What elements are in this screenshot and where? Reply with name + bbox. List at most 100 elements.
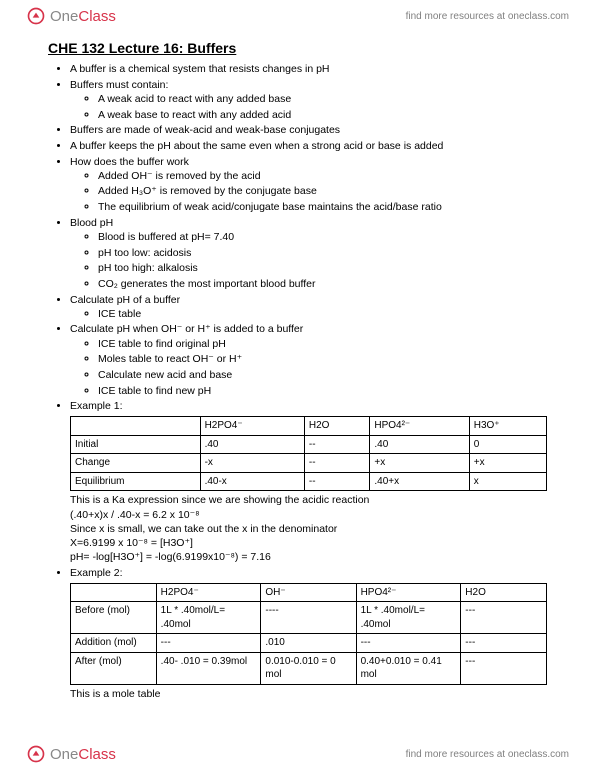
table-row: After (mol) .40- .010 = 0.39mol 0.010-0.…: [71, 652, 547, 684]
list-item: pH too low: acidosis: [98, 246, 547, 260]
table-cell: ---: [461, 652, 547, 684]
calc-line: X=6.9199 x 10⁻⁸ = [H3O⁺]: [70, 536, 547, 550]
table-cell: H2O: [461, 583, 547, 602]
table-cell: H2O: [304, 417, 370, 436]
table-row: Addition (mol) --- .010 --- ---: [71, 634, 547, 653]
table-cell: -x: [200, 454, 304, 473]
list-item: ICE table to find new pH: [98, 384, 547, 398]
sub-list: ICE table: [70, 307, 547, 321]
brand-text: OneClass: [50, 746, 116, 763]
table-cell: OH⁻: [261, 583, 356, 602]
list-item: CO₂ generates the most important blood b…: [98, 277, 547, 291]
calc-line: pH= -log[H3O⁺] = -log(6.9199x10⁻⁸) = 7.1…: [70, 550, 547, 564]
list-item: pH too high: alkalosis: [98, 261, 547, 275]
table-cell: --: [304, 472, 370, 491]
table-cell: ---: [461, 602, 547, 634]
table-cell: --: [304, 454, 370, 473]
table-cell: [71, 583, 157, 602]
list-item: Blood is buffered at pH= 7.40: [98, 230, 547, 244]
brand-one: One: [50, 746, 78, 763]
table-cell: +x: [469, 454, 546, 473]
list-item: Calculate pH of a buffer ICE table: [70, 293, 547, 321]
brand: OneClass: [26, 6, 116, 26]
list-text: Calculate pH when OH⁻ or H⁺ is added to …: [70, 323, 303, 335]
table-cell: [71, 417, 201, 436]
ice-table-1: H2PO4⁻ H2O HPO4²⁻ H3O⁺ Initial .40 -- .4…: [70, 416, 547, 491]
calc-line: This is a mole table: [70, 687, 547, 701]
list-item: Calculate new acid and base: [98, 368, 547, 382]
calc-line: Since x is small, we can take out the x …: [70, 522, 547, 536]
brand-one: One: [50, 8, 78, 25]
table-row: Change -x -- +x +x: [71, 454, 547, 473]
table-cell: .40+x: [370, 472, 469, 491]
table-cell: ---: [156, 634, 261, 653]
list-item: Blood pH Blood is buffered at pH= 7.40 p…: [70, 216, 547, 291]
document-content: CHE 132 Lecture 16: Buffers A buffer is …: [48, 40, 547, 703]
brand-logo-icon: [26, 6, 46, 26]
table-cell: .40: [200, 435, 304, 454]
list-item: Example 2: H2PO4⁻ OH⁻ HPO4²⁻ H2O Before …: [70, 566, 547, 701]
list-text: Calculate pH of a buffer: [70, 294, 180, 306]
table-cell: H2PO4⁻: [156, 583, 261, 602]
table-cell: Equilibrium: [71, 472, 201, 491]
table-cell: H3O⁺: [469, 417, 546, 436]
table-cell: H2PO4⁻: [200, 417, 304, 436]
brand-class: Class: [78, 746, 116, 763]
table-cell: ---: [461, 634, 547, 653]
list-text: How does the buffer work: [70, 156, 189, 168]
list-text: Example 1:: [70, 400, 123, 412]
list-item: Moles table to react OH⁻ or H⁺: [98, 352, 547, 366]
list-item: Example 1: H2PO4⁻ H2O HPO4²⁻ H3O⁺ Initia…: [70, 399, 547, 564]
table-cell: +x: [370, 454, 469, 473]
page-footer: OneClass find more resources at oneclass…: [0, 738, 595, 770]
table-cell: x: [469, 472, 546, 491]
table-cell: 1L * .40mol/L= .40mol: [356, 602, 461, 634]
footer-tagline: find more resources at oneclass.com: [406, 749, 569, 760]
brand-class: Class: [78, 8, 116, 25]
main-list: A buffer is a chemical system that resis…: [48, 62, 547, 701]
calc-line: (.40+x)x / .40-x = 6.2 x 10⁻⁸: [70, 508, 547, 522]
table-cell: ---: [356, 634, 461, 653]
table-cell: HPO4²⁻: [356, 583, 461, 602]
list-text: Blood pH: [70, 217, 113, 229]
list-text: Example 2:: [70, 567, 123, 579]
sub-list: A weak acid to react with any added base…: [70, 92, 547, 122]
list-item: A weak acid to react with any added base: [98, 92, 547, 106]
list-text: Buffers must contain:: [70, 79, 168, 91]
list-item: A buffer is a chemical system that resis…: [70, 62, 547, 76]
table-cell: Initial: [71, 435, 201, 454]
table-cell: Before (mol): [71, 602, 157, 634]
list-item: ICE table to find original pH: [98, 337, 547, 351]
page-title: CHE 132 Lecture 16: Buffers: [48, 40, 547, 56]
table-cell: .40- .010 = 0.39mol: [156, 652, 261, 684]
table-cell: ----: [261, 602, 356, 634]
list-item: How does the buffer work Added OH⁻ is re…: [70, 155, 547, 215]
table-cell: 0.010-0.010 = 0 mol: [261, 652, 356, 684]
list-item: Added H₃O⁺ is removed by the conjugate b…: [98, 184, 547, 198]
mole-table-2: H2PO4⁻ OH⁻ HPO4²⁻ H2O Before (mol) 1L * …: [70, 583, 547, 685]
list-item: The equilibrium of weak acid/conjugate b…: [98, 200, 547, 214]
sub-list: Blood is buffered at pH= 7.40 pH too low…: [70, 230, 547, 291]
table-cell: 0: [469, 435, 546, 454]
list-item: ICE table: [98, 307, 547, 321]
table-cell: 1L * .40mol/L= .40mol: [156, 602, 261, 634]
table-row: H2PO4⁻ H2O HPO4²⁻ H3O⁺: [71, 417, 547, 436]
table-cell: Change: [71, 454, 201, 473]
list-item: Calculate pH when OH⁻ or H⁺ is added to …: [70, 322, 547, 397]
page-header: OneClass find more resources at oneclass…: [0, 0, 595, 32]
table-cell: .010: [261, 634, 356, 653]
table-cell: .40-x: [200, 472, 304, 491]
table-row: H2PO4⁻ OH⁻ HPO4²⁻ H2O: [71, 583, 547, 602]
brand-text: OneClass: [50, 8, 116, 25]
table-cell: After (mol): [71, 652, 157, 684]
table-cell: HPO4²⁻: [370, 417, 469, 436]
calc-line: This is a Ka expression since we are sho…: [70, 493, 547, 507]
table-cell: Addition (mol): [71, 634, 157, 653]
table-row: Initial .40 -- .40 0: [71, 435, 547, 454]
brand: OneClass: [26, 744, 116, 764]
list-item: Buffers must contain: A weak acid to rea…: [70, 78, 547, 122]
brand-logo-icon: [26, 744, 46, 764]
table-row: Before (mol) 1L * .40mol/L= .40mol ---- …: [71, 602, 547, 634]
table-cell: --: [304, 435, 370, 454]
list-item: A buffer keeps the pH about the same eve…: [70, 139, 547, 153]
